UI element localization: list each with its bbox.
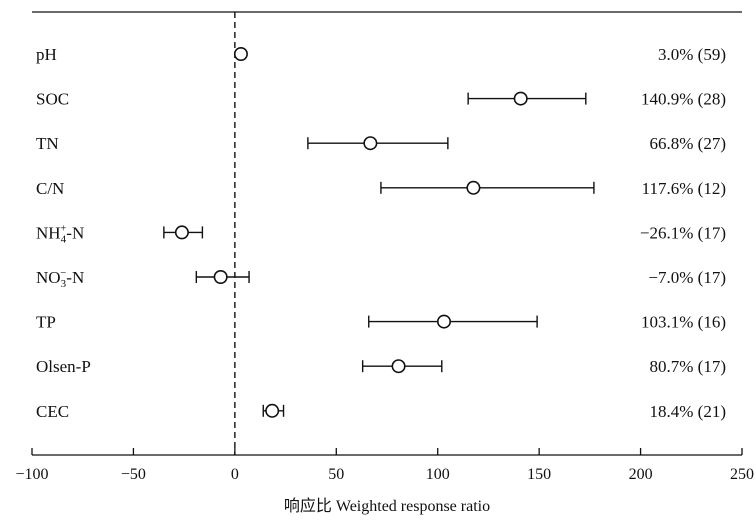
row-annotation: 18.4% (21) (650, 402, 726, 421)
x-tick-label: −100 (15, 466, 48, 483)
row-label: pH (36, 45, 57, 64)
forest-row: TN 66.8% (27) (36, 134, 726, 153)
row-label: TN (36, 134, 59, 153)
row-annotation: −7.0% (17) (648, 268, 726, 287)
row-annotation: 3.0% (59) (658, 45, 726, 64)
row-annotation: 103.1% (16) (641, 313, 726, 332)
forest-row: CEC 18.4% (21) (36, 402, 726, 421)
effect-point (466, 180, 481, 195)
row-annotation: 117.6% (12) (642, 179, 726, 198)
x-tick-label: 200 (629, 466, 653, 483)
effect-point (233, 46, 248, 61)
row-label: NH4+-N (36, 222, 84, 245)
effect-point (513, 91, 528, 106)
row-label: Olsen-P (36, 357, 91, 376)
effect-point (437, 314, 452, 329)
forest-row: C/N 117.6% (12) (36, 179, 726, 198)
forest-row: pH 3.0% (59) (36, 45, 726, 64)
forest-row: TP 103.1% (16) (36, 313, 726, 332)
row-label: NO3−-N (36, 267, 84, 290)
forest-row: Olsen-P 80.7% (17) (36, 357, 726, 376)
row-label: SOC (36, 90, 69, 109)
row-label: C/N (36, 179, 64, 198)
row-label: CEC (36, 402, 69, 421)
row-annotation: 80.7% (17) (650, 357, 726, 376)
x-tick-label: 150 (527, 466, 551, 483)
effect-point (363, 136, 378, 151)
x-tick-label: 50 (328, 466, 344, 483)
x-tick-label: 250 (730, 466, 754, 483)
row-annotation: 140.9% (28) (641, 90, 726, 109)
effect-point (213, 269, 228, 284)
x-tick-label: −50 (121, 466, 146, 483)
x-axis-ticks: −100 −50 0 50 100 150 200 250 (15, 448, 754, 483)
row-annotation: 66.8% (27) (650, 134, 726, 153)
row-annotation: −26.1% (17) (640, 223, 726, 242)
effect-point (391, 359, 406, 374)
x-tick-label: 0 (231, 466, 239, 483)
effect-point (174, 225, 189, 240)
row-label: TP (36, 313, 56, 332)
forest-rows: pH 3.0% (59) SOC 140.9% (28) TN 66.8% (27) C/N… (36, 45, 726, 421)
effect-point (265, 403, 280, 418)
x-axis-title: 响应比 Weighted response ratio (284, 496, 490, 515)
x-tick-label: 100 (426, 466, 450, 483)
forest-row: NO3−-N −7.0% (17) (36, 267, 726, 290)
forest-row: SOC 140.9% (28) (36, 90, 726, 109)
forest-row: NH4+-N −26.1% (17) (36, 222, 726, 245)
